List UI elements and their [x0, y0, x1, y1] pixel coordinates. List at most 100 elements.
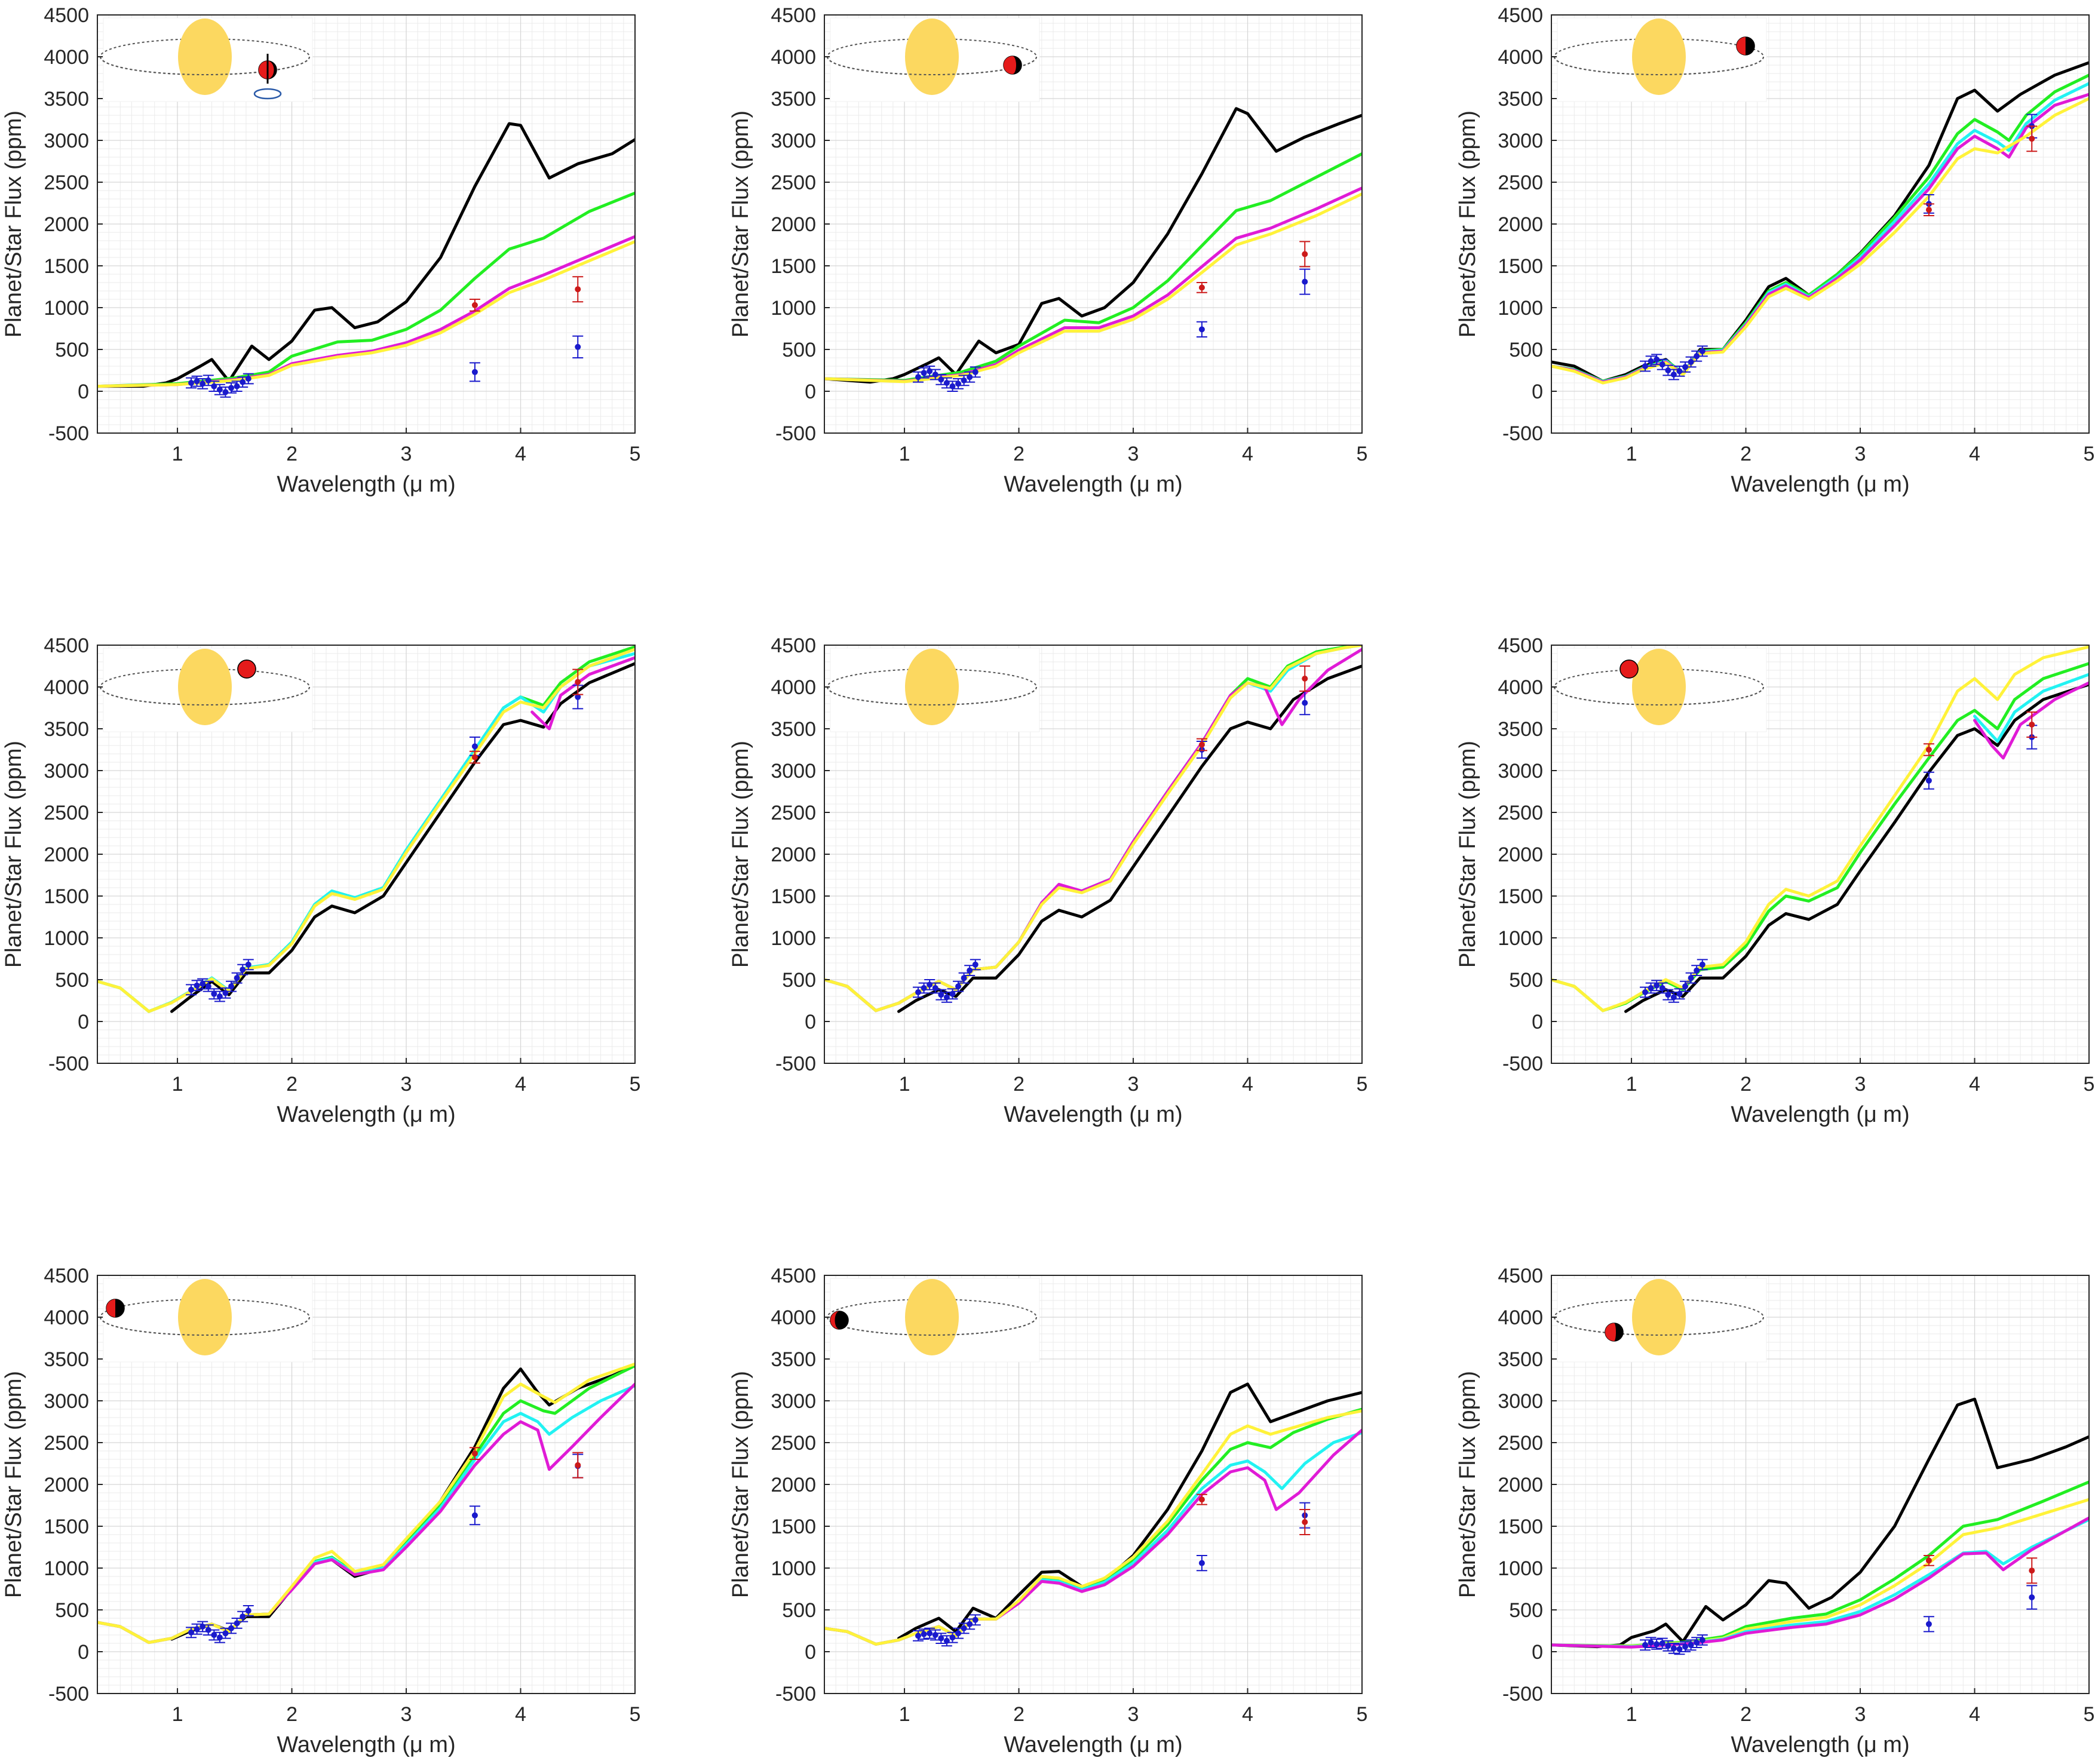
y-tick-label: 2000 [1498, 1474, 1543, 1496]
data-point [961, 1625, 967, 1631]
data-point [1654, 356, 1660, 363]
y-tick-label: 500 [1509, 339, 1543, 361]
chart-panel-6: 1 2 3 4 5 -500 0 500 1000 1500 2000 2500 3000 3500 400… [1455, 634, 2094, 1127]
y-tick-label: -500 [48, 422, 89, 445]
data-point [1654, 1641, 1660, 1648]
y-tick-label: 3000 [44, 130, 89, 152]
data-point [240, 967, 246, 973]
y-tick-label: 3500 [771, 718, 816, 741]
data-point [1642, 989, 1649, 995]
x-tick-label: 1 [899, 1073, 910, 1096]
x-tick-label: 1 [1626, 1073, 1637, 1096]
planet-icon [1619, 659, 1639, 679]
data-point [972, 1616, 979, 1623]
y-tick-label: 4500 [1498, 4, 1543, 27]
spin-arrow-icon [253, 88, 282, 100]
data-point [932, 372, 938, 378]
data-point [211, 990, 217, 997]
y-tick-label: 2000 [771, 843, 816, 866]
y-tick-label: 500 [782, 1599, 816, 1622]
y-tick-label: 1000 [771, 297, 816, 320]
x-tick-label: 4 [1242, 1073, 1253, 1096]
data-point [938, 1635, 944, 1642]
x-tick-label: 3 [401, 1703, 412, 1726]
data-point [1648, 985, 1654, 991]
y-tick-label: 1000 [1498, 297, 1543, 320]
y-tick-label: -500 [48, 1683, 89, 1705]
series-line-yellow [97, 648, 635, 1013]
y-tick-label: 0 [78, 1641, 89, 1664]
x-axis-label: Wavelength (μ m) [1004, 1102, 1182, 1127]
y-tick-label: 3500 [1498, 718, 1543, 741]
x-tick-label: 3 [1128, 443, 1139, 465]
series-line-black [1624, 683, 2089, 1013]
y-tick-label: 0 [78, 381, 89, 403]
data-point [1198, 284, 1205, 291]
star-icon [905, 19, 959, 95]
series-group [97, 1362, 635, 1645]
data-point [188, 380, 195, 386]
series-line-black [97, 122, 635, 388]
y-tick-label: 2000 [44, 213, 89, 236]
data-point [955, 1630, 962, 1637]
x-tick-label: 4 [1969, 1073, 1980, 1096]
y-tick-label: 3000 [1498, 130, 1543, 152]
data-point [967, 967, 973, 974]
y-tick-label: 1000 [771, 1557, 816, 1580]
data-point [2029, 136, 2035, 142]
y-tick-label: 3000 [44, 760, 89, 783]
series-group [1551, 61, 2089, 385]
y-tick-label: 1500 [44, 885, 89, 908]
data-point [949, 383, 956, 389]
data-point [222, 1630, 229, 1637]
orbit-path-front [827, 56, 1037, 75]
series-line-yellow [824, 1409, 1362, 1646]
y-tick-label: 4000 [771, 1306, 816, 1329]
data-point [1198, 1560, 1205, 1566]
y-tick-label: 2000 [771, 1474, 816, 1496]
y-tick-label: 4500 [44, 1265, 89, 1287]
y-tick-label: 2500 [44, 1432, 89, 1455]
data-point [1682, 1643, 1689, 1650]
data-point [1925, 207, 1932, 213]
data-point [1659, 361, 1665, 368]
series-group [1551, 1397, 2089, 1655]
series-line-yellow [97, 240, 635, 388]
series-line-yellow [824, 192, 1362, 384]
x-tick-label: 3 [1128, 1073, 1139, 1096]
x-tick-label: 5 [630, 1703, 641, 1726]
x-tick-label: 1 [899, 1703, 910, 1726]
data-point [1699, 348, 1706, 354]
y-tick-label: 4500 [771, 1265, 816, 1287]
y-tick-label: 4000 [44, 1306, 89, 1329]
data-point [245, 376, 251, 382]
data-point [1198, 1496, 1205, 1503]
y-tick-label: 1500 [44, 1515, 89, 1538]
data-point [194, 982, 200, 989]
y-tick-label: 2500 [1498, 171, 1543, 194]
data-point [915, 1633, 922, 1639]
data-point [1688, 975, 1694, 981]
data-point [1648, 358, 1654, 364]
y-tick-label: 3000 [1498, 1390, 1543, 1413]
x-tick-label: 2 [286, 1703, 297, 1726]
orbit-inset-planet-behind-star-left [1554, 648, 1767, 732]
y-tick-label: 2500 [771, 802, 816, 824]
data-point [949, 990, 956, 997]
y-tick-label: -500 [775, 1683, 816, 1705]
y-tick-label: 2500 [44, 802, 89, 824]
y-tick-label: 4500 [771, 4, 816, 27]
y-tick-label: 3500 [44, 1348, 89, 1371]
x-axis-label: Wavelength (μ m) [277, 1732, 455, 1757]
y-axis-label: Planet/Star Flux (ppm) [1455, 741, 1480, 968]
y-tick-label: 0 [1532, 381, 1543, 403]
x-tick-label: 1 [172, 1703, 183, 1726]
x-tick-label: 1 [172, 443, 183, 465]
series-group [824, 1382, 1362, 1647]
data-point [1694, 353, 1700, 360]
y-axis-label: Planet/Star Flux (ppm) [728, 1371, 753, 1598]
y-tick-label: 1000 [44, 927, 89, 950]
x-tick-label: 3 [401, 1073, 412, 1096]
data-point [1676, 368, 1683, 375]
x-tick-label: 5 [2084, 1703, 2095, 1726]
